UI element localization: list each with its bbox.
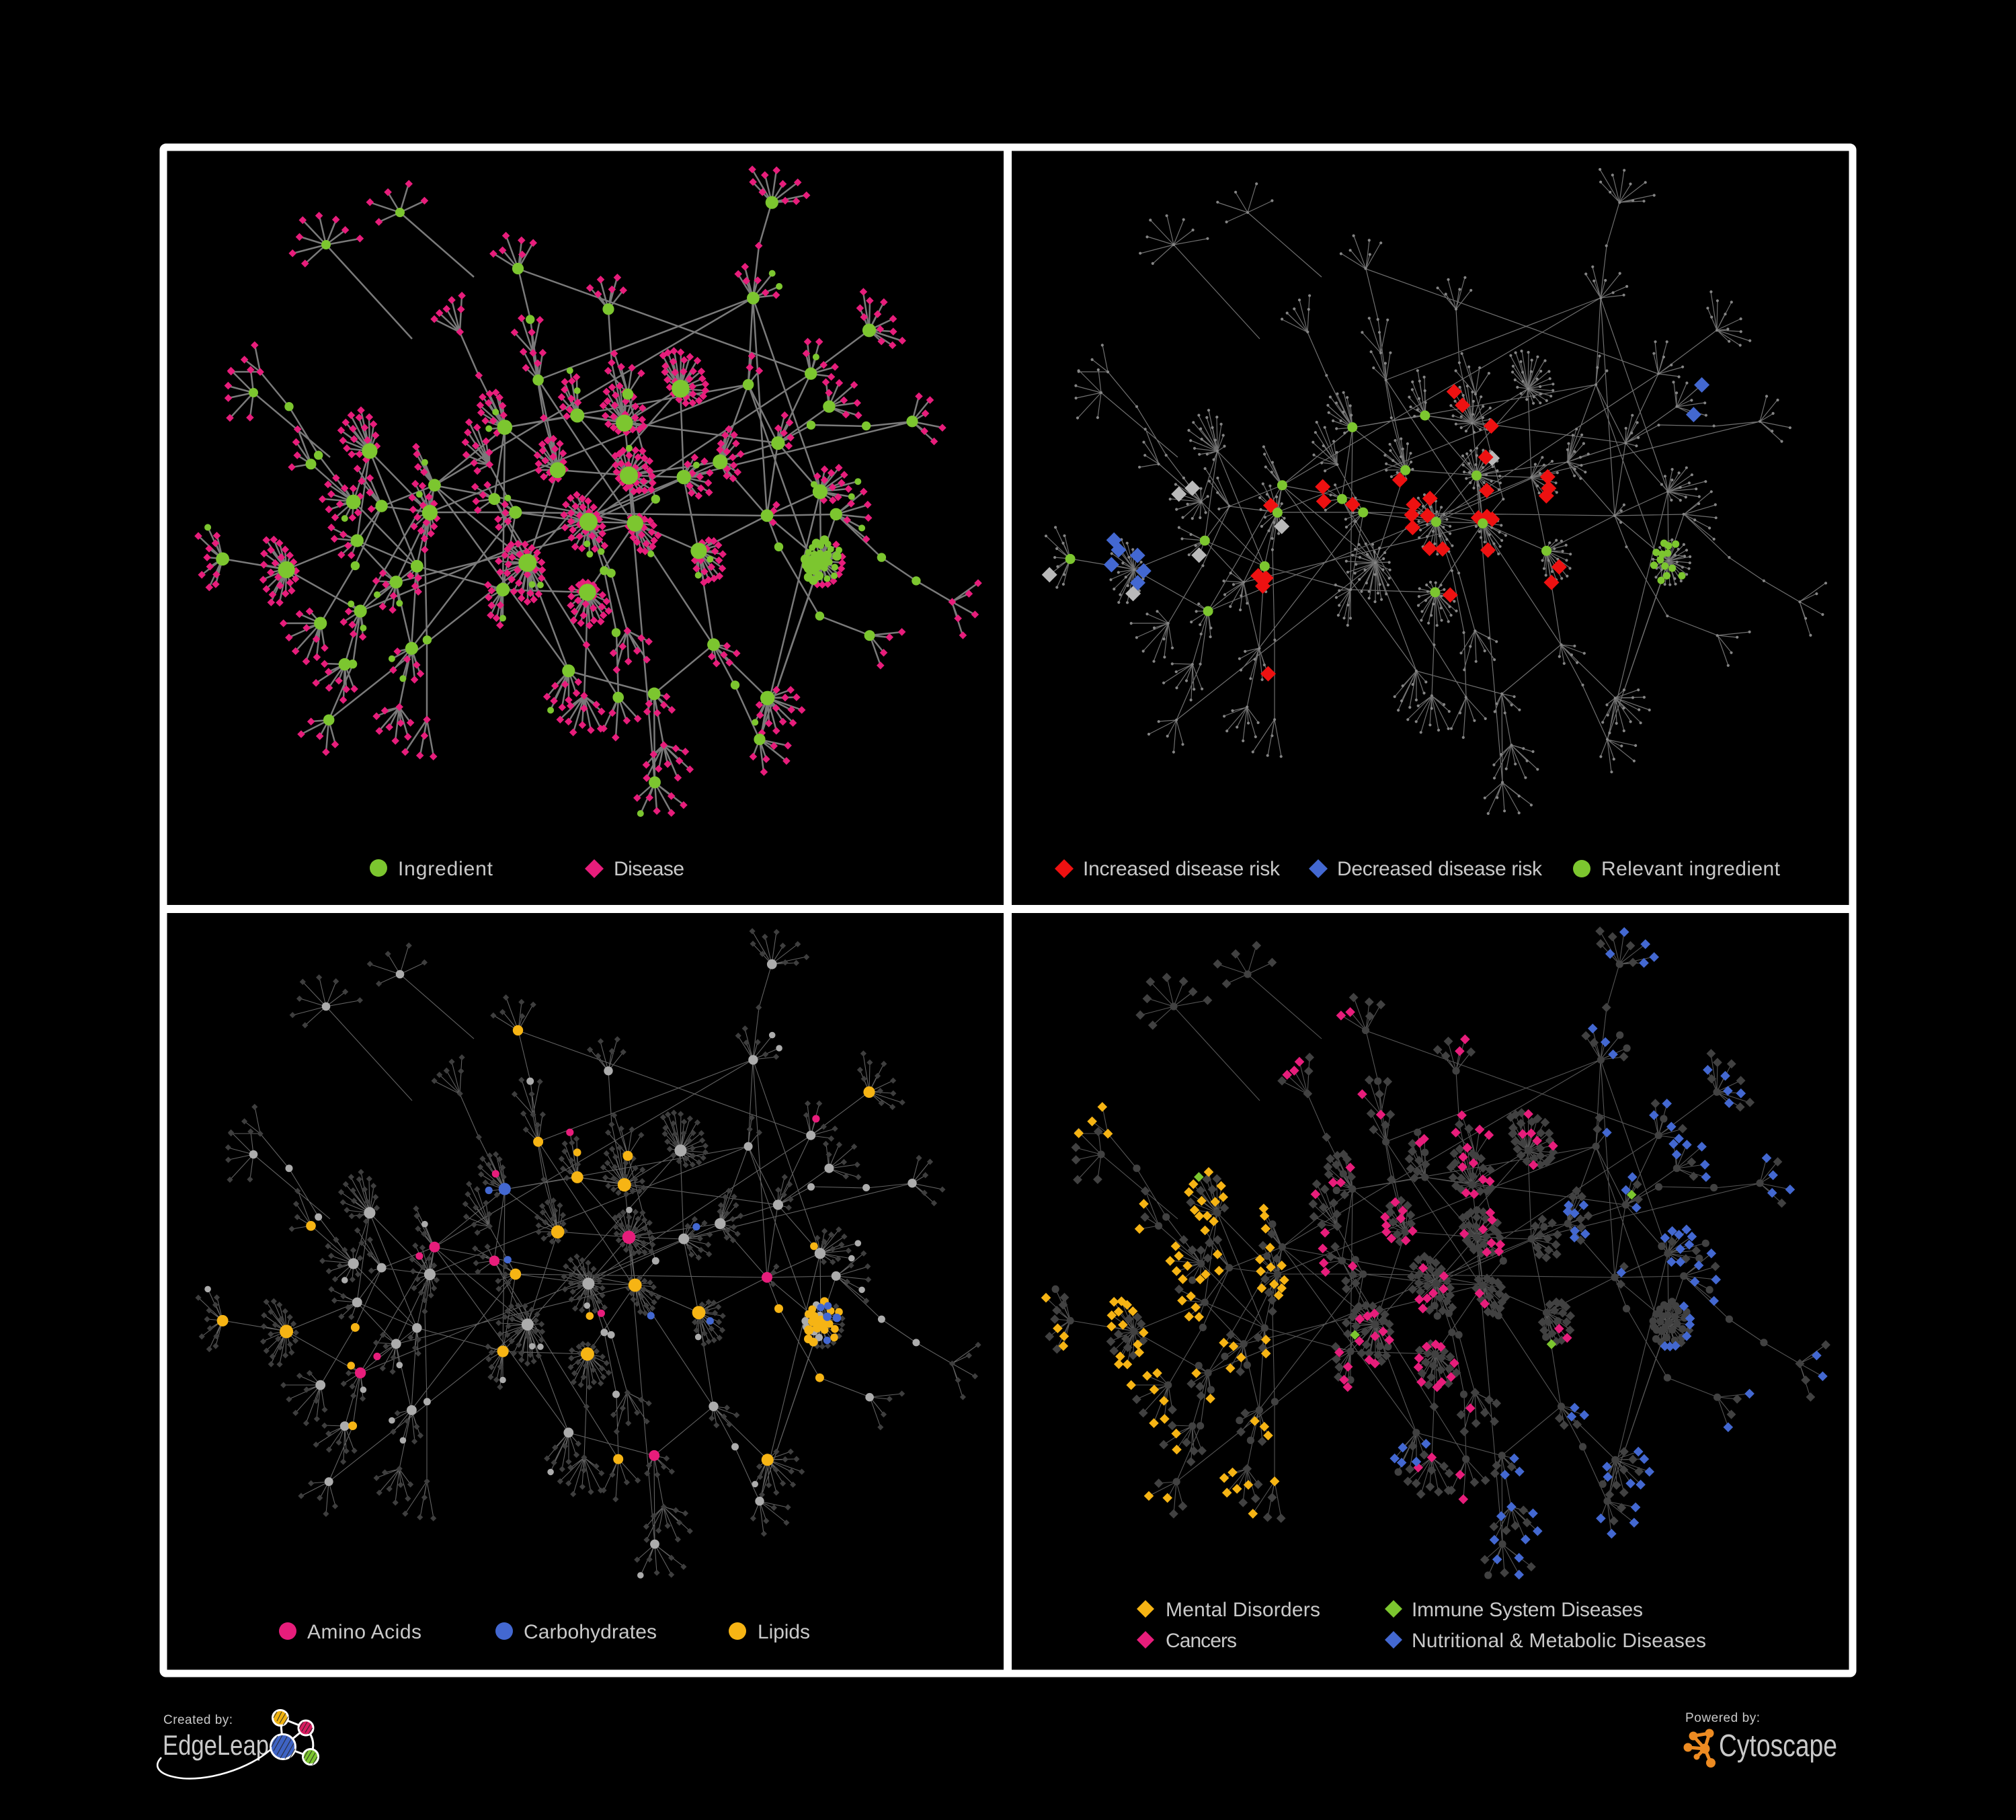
svg-text:Carbohydrates: Carbohydrates [524,1621,657,1643]
svg-text:Ingredient: Ingredient [398,858,493,880]
svg-text:Nutritional & Metabolic Diseas: Nutritional & Metabolic Diseases [1412,1630,1706,1652]
svg-text:Increased disease risk: Increased disease risk [1083,858,1281,880]
svg-text:Disease: Disease [614,858,684,880]
svg-text:Mental Disorders: Mental Disorders [1166,1599,1320,1621]
svg-text:Powered by:: Powered by: [1685,1711,1760,1725]
svg-text:Created by:: Created by: [163,1713,233,1727]
svg-text:Lipids: Lipids [758,1621,810,1643]
svg-text:Decreased disease risk: Decreased disease risk [1337,858,1543,880]
svg-text:Cancers: Cancers [1166,1630,1237,1652]
svg-text:Cytoscape: Cytoscape [1719,1728,1837,1763]
svg-text:Relevant ingredient: Relevant ingredient [1601,858,1781,880]
svg-text:Immune System Diseases: Immune System Diseases [1412,1599,1643,1621]
svg-text:Amino Acids: Amino Acids [307,1621,421,1643]
svg-text:EdgeLeap: EdgeLeap [163,1729,269,1761]
